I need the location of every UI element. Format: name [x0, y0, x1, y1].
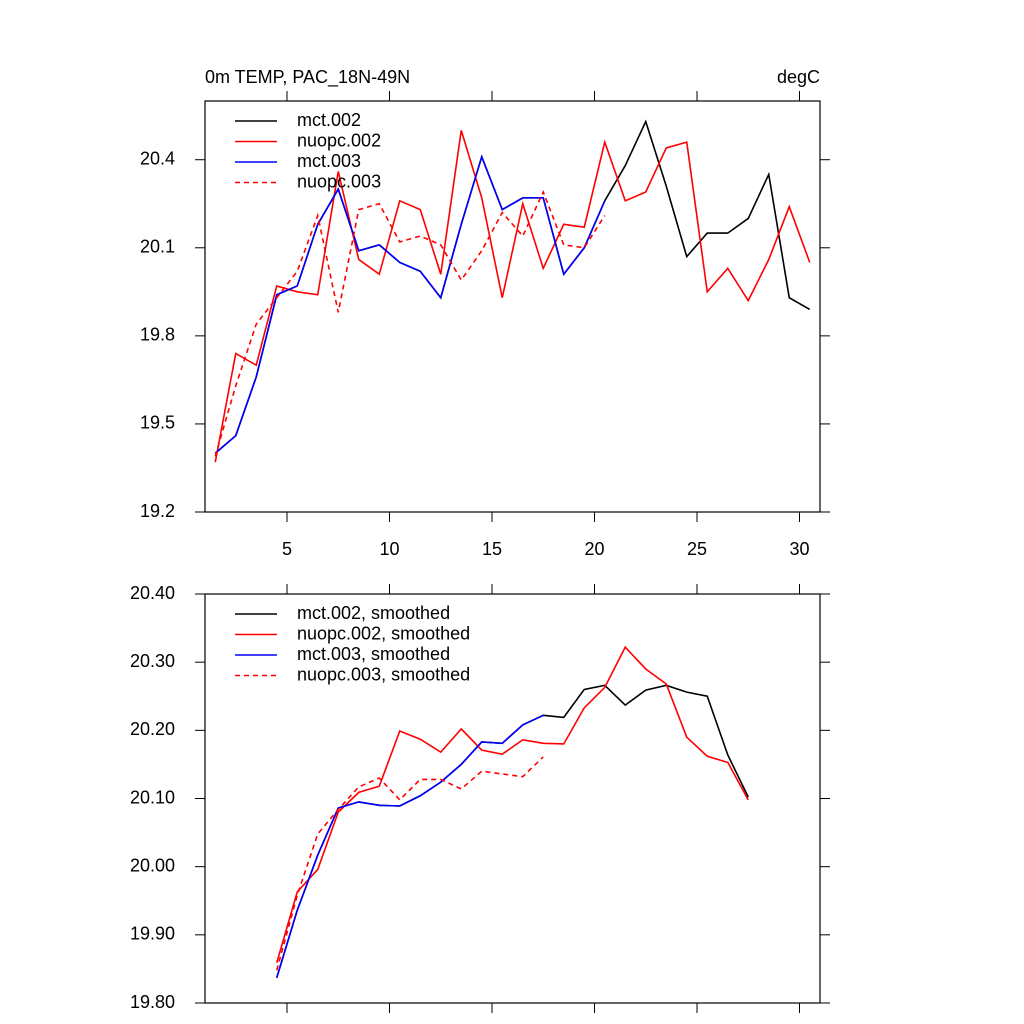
series-line [275, 645, 749, 964]
legend-label: mct.002, smoothed [297, 603, 450, 623]
y-tick-label: 19.5 [140, 413, 175, 433]
y-tick-label: 20.40 [130, 583, 175, 603]
y-tick-label: 20.00 [130, 855, 175, 875]
y-tick-label: 19.8 [140, 325, 175, 345]
x-tick-label: 10 [379, 539, 399, 559]
legend-label: mct.003 [297, 151, 361, 171]
legend-label: mct.002 [297, 110, 361, 130]
legend-label: nuopc.003, smoothed [297, 664, 470, 684]
legend-label: nuopc.002, smoothed [297, 623, 470, 643]
y-tick-label: 20.1 [140, 237, 175, 257]
y-tick-label: 20.10 [130, 787, 175, 807]
x-tick-label: 30 [789, 539, 809, 559]
y-tick-label: 20.30 [130, 651, 175, 671]
x-tick-label: 15 [482, 539, 502, 559]
y-tick-label: 20.4 [140, 148, 175, 168]
legend-label: mct.003, smoothed [297, 644, 450, 664]
series-line [275, 684, 749, 979]
x-tick-label: 5 [282, 539, 292, 559]
series-line [214, 189, 606, 457]
series-line [214, 130, 811, 463]
legend-label: nuopc.002 [297, 130, 381, 150]
series-line [275, 756, 544, 971]
y-tick-label: 19.2 [140, 501, 175, 521]
series-line [275, 714, 544, 979]
x-tick-label: 20 [584, 539, 604, 559]
x-tick-label: 25 [687, 539, 707, 559]
y-tick-label: 20.20 [130, 719, 175, 739]
legend-label: nuopc.003 [297, 171, 381, 191]
chart-title: 0m TEMP, PAC_18N-49N [205, 67, 410, 88]
plot-frame [204, 100, 821, 513]
y-tick-label: 19.80 [130, 992, 175, 1012]
units-label: degC [777, 67, 820, 87]
y-tick-label: 19.90 [130, 924, 175, 944]
